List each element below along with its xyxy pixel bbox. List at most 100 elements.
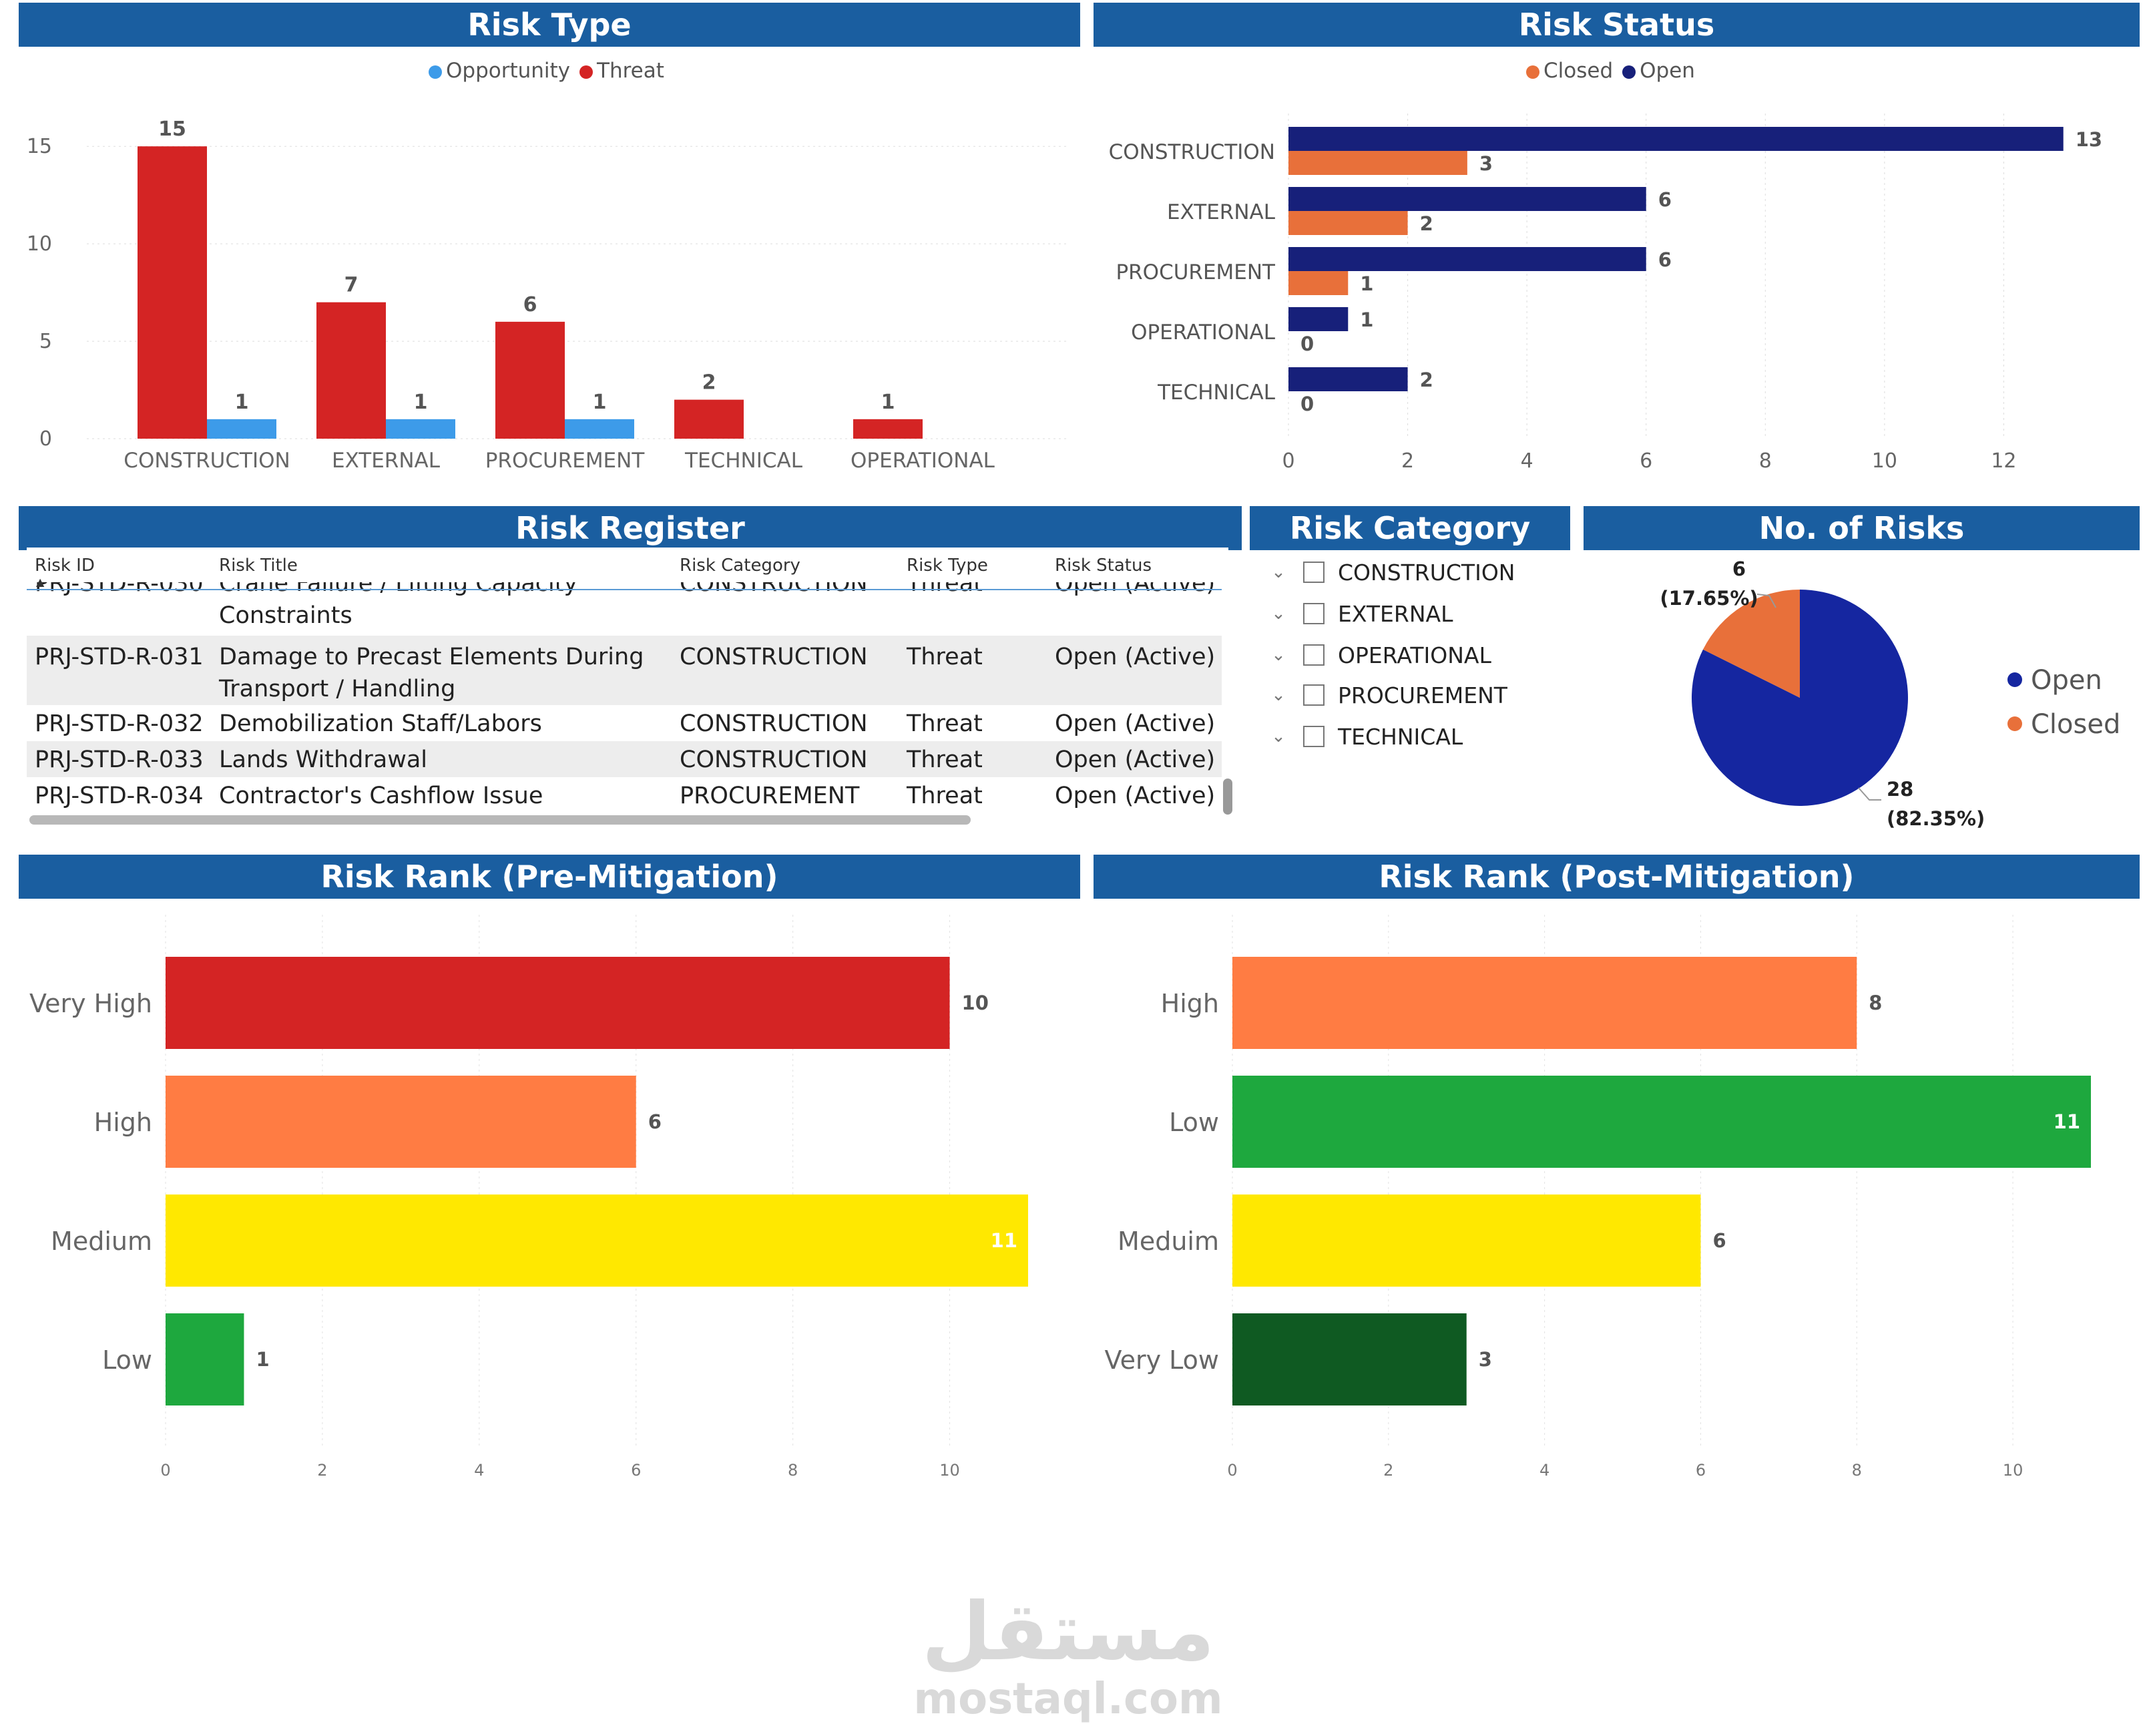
column-header-risk-category[interactable]: Risk Category	[680, 556, 800, 576]
slicer-item-construction[interactable]: ⌄ CONSTRUCTION	[1268, 556, 1515, 589]
risk-status-header: Risk Status	[1094, 3, 2140, 47]
chevron-down-icon[interactable]: ⌄	[1271, 645, 1286, 665]
pie-label-closed-value: 6	[1732, 558, 1746, 580]
pre-mitigation-title: Risk Rank (Pre-Mitigation)	[320, 859, 778, 895]
cell-risk-type: Threat	[907, 746, 983, 773]
bar-very-high	[166, 957, 950, 1049]
chevron-down-icon[interactable]: ⌄	[1271, 685, 1286, 705]
table-row[interactable]: PRJ-STD-R-031 Damage to Precast Elements…	[27, 636, 1222, 705]
post-mitigation-header: Risk Rank (Post-Mitigation)	[1094, 855, 2140, 899]
data-label: 15	[158, 118, 186, 141]
y-tick-label: CONSTRUCTION	[1109, 140, 1275, 164]
bar-threat	[138, 146, 207, 439]
data-label: 6	[1658, 248, 1672, 271]
slicer-item-procurement[interactable]: ⌄ PROCUREMENT	[1268, 678, 1507, 712]
bar-medium	[166, 1195, 1028, 1287]
column-header-risk-type[interactable]: Risk Type	[907, 556, 988, 576]
checkbox[interactable]	[1303, 562, 1325, 583]
table-vertical-scrollbar[interactable]	[1223, 779, 1232, 815]
x-tick-label: TECHNICAL	[684, 449, 803, 473]
x-tick-label: 0	[160, 1461, 170, 1480]
pie-label-closed-pct: (17.65%)	[1660, 587, 1758, 610]
legend-item-closed[interactable]: Closed	[1526, 59, 1613, 83]
checkbox[interactable]	[1303, 644, 1325, 666]
x-tick-label: OPERATIONAL	[851, 449, 995, 473]
slicer-item-label: PROCUREMENT	[1338, 682, 1507, 708]
data-label: 3	[1479, 1348, 1492, 1371]
column-header-risk-status[interactable]: Risk Status	[1055, 556, 1152, 576]
legend-item-open[interactable]: Open	[1622, 59, 1695, 83]
chevron-down-icon[interactable]: ⌄	[1271, 604, 1286, 624]
post-mitigation-chart: 0 2 4 6 8 10 High 8 Low 11 Meduim 6 Very Low 3	[1105, 915, 2091, 1480]
y-tick-label: Low	[1169, 1108, 1219, 1137]
x-tick-label: 6	[1640, 449, 1652, 473]
pie-legend-dot	[2007, 672, 2022, 687]
x-tick-label: 0	[1227, 1461, 1237, 1480]
data-label: 6	[523, 293, 537, 316]
data-label: 2	[702, 371, 716, 395]
cell-risk-id: PRJ-STD-R-032	[35, 710, 204, 737]
bar-high	[1232, 957, 1857, 1049]
table-horizontal-scrollbar[interactable]	[29, 815, 971, 825]
data-label: 2	[1420, 369, 1433, 391]
slicer-item-operational[interactable]: ⌄ OPERATIONAL	[1268, 638, 1491, 672]
cell-risk-category: CONSTRUCTION	[680, 746, 868, 773]
checkbox[interactable]	[1303, 603, 1325, 624]
data-label: 10	[962, 992, 989, 1014]
bar-open	[1288, 307, 1349, 331]
bar-low	[166, 1313, 244, 1405]
x-tick-label: 2	[1401, 449, 1414, 473]
risk-register-table: PRJ-STD-R-030 Crane Failure / Lifting Ca…	[27, 548, 1228, 828]
table-header: Risk ID ▲ Risk Title Risk Category Risk …	[27, 548, 1228, 588]
pie-legend-label: Open	[2031, 665, 2102, 696]
bar-open	[1288, 367, 1408, 391]
x-tick-label: 4	[1539, 1461, 1549, 1480]
column-header-risk-id[interactable]: Risk ID	[35, 556, 95, 576]
x-tick-label: 8	[1759, 449, 1772, 473]
checkbox[interactable]	[1303, 726, 1325, 747]
chevron-down-icon[interactable]: ⌄	[1271, 726, 1286, 746]
watermark: مستقل mostaql.com	[868, 1589, 1268, 1723]
y-tick-label: 10	[27, 232, 52, 256]
x-tick-label: 10	[2003, 1461, 2023, 1480]
slicer-item-label: TECHNICAL	[1338, 723, 1463, 750]
legend-label-threat: Threat	[597, 59, 664, 83]
bar-open	[1288, 127, 2064, 151]
risk-status-chart: 0 2 4 6 8 10 12CONSTRUCTION133EXTERNAL62PROCUR…	[1109, 114, 2102, 473]
risk-type-title: Risk Type	[467, 7, 632, 43]
chevron-down-icon[interactable]: ⌄	[1271, 562, 1286, 582]
data-label: 0	[1300, 393, 1314, 415]
pie-legend-dot	[2007, 716, 2022, 731]
x-tick-label: 10	[939, 1461, 960, 1480]
x-tick-label: 6	[631, 1461, 641, 1480]
table-row[interactable]: PRJ-STD-R-034 Contractor's Cashflow Issu…	[27, 777, 1222, 813]
x-tick-label: 6	[1696, 1461, 1706, 1480]
cell-risk-type: Threat	[907, 710, 983, 737]
y-tick-label: High	[1161, 989, 1219, 1018]
risk-register-header: Risk Register	[19, 506, 1242, 550]
threat-legend-dot	[579, 65, 593, 79]
cell-risk-id: PRJ-STD-R-031	[35, 644, 204, 670]
legend-item-opportunity[interactable]: Opportunity	[429, 59, 570, 83]
checkbox[interactable]	[1303, 684, 1325, 706]
bar-low	[1232, 1076, 2091, 1168]
watermark-latin: mostaql.com	[913, 1675, 1223, 1724]
y-tick-label: OPERATIONAL	[1131, 320, 1276, 345]
cell-risk-title-line1: Lands Withdrawal	[219, 746, 428, 773]
slicer-item-label: OPERATIONAL	[1338, 642, 1491, 668]
legend-item-threat[interactable]: Threat	[579, 59, 664, 83]
cell-risk-status: Open (Active)	[1055, 783, 1216, 809]
bar-high	[166, 1076, 636, 1168]
slicer-item-technical[interactable]: ⌄ TECHNICAL	[1268, 720, 1463, 753]
y-tick-label: Very Low	[1105, 1345, 1219, 1375]
pie-leader-open	[1858, 787, 1881, 801]
table-row[interactable]: PRJ-STD-R-033 Lands Withdrawal CONSTRUCT…	[27, 741, 1222, 777]
column-header-risk-title[interactable]: Risk Title	[219, 556, 298, 576]
sort-ascending-icon[interactable]: ▲	[36, 576, 45, 588]
bar-threat	[495, 321, 565, 439]
table-row[interactable]: PRJ-STD-R-032 Demobilization Staff/Labor…	[27, 705, 1222, 741]
slicer-item-external[interactable]: ⌄ EXTERNAL	[1268, 597, 1453, 630]
data-label: 11	[2054, 1110, 2080, 1133]
x-tick-label: EXTERNAL	[332, 449, 441, 473]
data-label: 1	[593, 391, 607, 414]
